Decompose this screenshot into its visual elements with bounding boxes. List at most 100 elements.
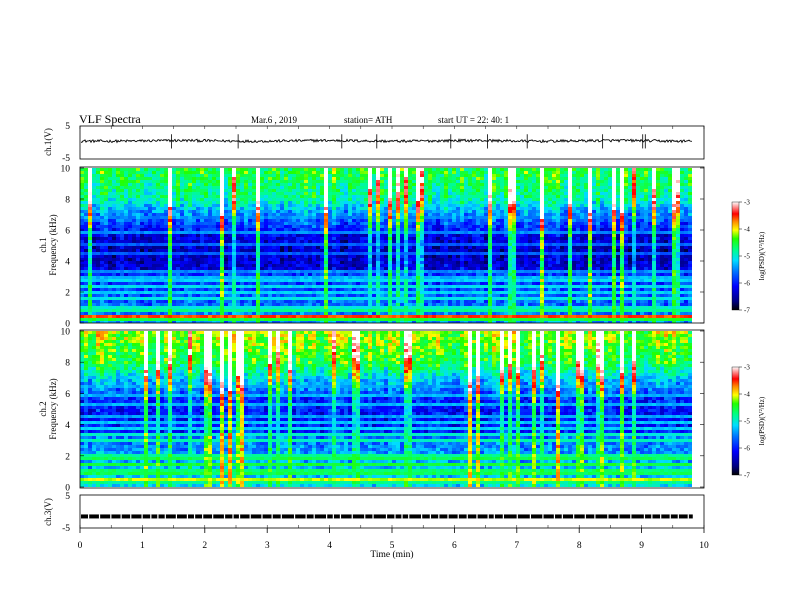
spectrogram-cell bbox=[232, 261, 237, 265]
spectrogram-cell bbox=[160, 240, 165, 244]
spectrogram-cell bbox=[684, 192, 689, 196]
spectrogram-cell bbox=[196, 177, 201, 181]
spectrogram-cell bbox=[636, 168, 641, 172]
spectrogram-cell bbox=[308, 195, 313, 199]
spectrogram-cell bbox=[660, 234, 665, 238]
spectrogram-cell bbox=[224, 216, 229, 220]
spectrogram-cell bbox=[464, 207, 469, 211]
spectrogram-cell bbox=[668, 258, 673, 262]
spectrogram-cell bbox=[588, 213, 593, 217]
spectrogram-cell bbox=[572, 213, 577, 217]
spectrogram-cell bbox=[112, 183, 117, 187]
spectrogram-cell bbox=[356, 198, 361, 202]
spectrogram-cell bbox=[628, 228, 633, 232]
spectrogram-cell bbox=[344, 258, 349, 262]
spectrogram-cell bbox=[184, 228, 189, 232]
spectrogram-cell bbox=[568, 222, 573, 226]
spectrogram-cell bbox=[504, 222, 509, 226]
spectrogram-cell bbox=[92, 174, 97, 178]
spectrogram-cell bbox=[300, 177, 305, 181]
spectrogram-cell bbox=[508, 189, 513, 193]
spectrogram-cell bbox=[544, 180, 549, 184]
spectrogram-cell bbox=[236, 189, 241, 193]
spectrogram-cell bbox=[140, 192, 145, 196]
spectrogram-cell bbox=[524, 177, 529, 181]
spectrogram-cell bbox=[408, 234, 413, 238]
spectrogram-cell bbox=[468, 255, 473, 259]
spectrogram-cell bbox=[116, 195, 121, 199]
spectrogram-cell bbox=[476, 171, 481, 175]
spectrogram-cell bbox=[608, 210, 613, 214]
spectrogram-cell bbox=[544, 231, 549, 235]
spectrogram-cell bbox=[148, 201, 153, 205]
spectrogram-cell bbox=[84, 228, 89, 232]
spectrogram-cell bbox=[376, 192, 381, 196]
spectrogram-cell bbox=[288, 174, 293, 178]
spectrogram-cell bbox=[532, 261, 537, 265]
spectrogram-cell bbox=[116, 192, 121, 196]
spectrogram-cell bbox=[672, 252, 677, 256]
spectrogram-cell bbox=[476, 201, 481, 205]
spectrogram-cell bbox=[624, 183, 629, 187]
spectrogram-cell bbox=[248, 231, 253, 235]
spectrogram-cell bbox=[308, 219, 313, 223]
spectrogram-cell bbox=[592, 261, 597, 265]
spectrogram-cell bbox=[188, 261, 193, 265]
spectrogram-cell bbox=[568, 204, 573, 208]
spectrogram-cell bbox=[104, 210, 109, 214]
spectrogram-cell bbox=[172, 228, 177, 232]
spectrogram-cell bbox=[440, 258, 445, 262]
spectrogram-cell bbox=[496, 177, 501, 181]
spectrogram-cell bbox=[680, 201, 685, 205]
spectrogram-cell bbox=[204, 171, 209, 175]
spectrogram-cell bbox=[476, 237, 481, 241]
spectrogram-cell bbox=[672, 177, 677, 181]
spectrogram-cell bbox=[272, 180, 277, 184]
spectrogram-cell bbox=[376, 171, 381, 175]
spectrogram-cell bbox=[516, 204, 521, 208]
spectrogram-cell bbox=[496, 168, 501, 172]
spectrogram-cell bbox=[180, 171, 185, 175]
spectrogram-cell bbox=[420, 255, 425, 259]
spectrogram-cell bbox=[556, 174, 561, 178]
spectrogram-cell bbox=[364, 192, 369, 196]
spectrogram-cell bbox=[124, 180, 129, 184]
spectrogram-cell bbox=[396, 225, 401, 229]
spectrogram-cell bbox=[564, 258, 569, 262]
spectrogram-cell bbox=[188, 231, 193, 235]
spectrogram-cell bbox=[408, 246, 413, 250]
spectrogram-cell bbox=[180, 225, 185, 229]
spectrogram-cell bbox=[644, 192, 649, 196]
spectrogram-cell bbox=[340, 186, 345, 190]
spectrogram-cell bbox=[268, 222, 273, 226]
spectrogram-cell bbox=[312, 228, 317, 232]
spectrogram-cell bbox=[640, 234, 645, 238]
spectrogram-cell bbox=[144, 198, 149, 202]
spectrogram-cell bbox=[384, 207, 389, 211]
spectrogram-cell bbox=[156, 168, 161, 172]
spectrogram-cell bbox=[336, 219, 341, 223]
spectrogram-cell bbox=[548, 243, 553, 247]
spectrogram-cell bbox=[84, 261, 89, 265]
spectrogram-cell bbox=[132, 231, 137, 235]
spectrogram-cell bbox=[292, 189, 297, 193]
spectrogram-cell bbox=[372, 255, 377, 259]
spectrogram-cell bbox=[660, 225, 665, 229]
spectrogram-cell bbox=[196, 249, 201, 253]
spectrogram-cell bbox=[444, 222, 449, 226]
spectrogram-cell bbox=[312, 252, 317, 256]
spectrogram-cell bbox=[128, 216, 133, 220]
spectrogram-cell bbox=[544, 219, 549, 223]
spectrogram-cell bbox=[360, 177, 365, 181]
spectrogram-cell bbox=[216, 252, 221, 256]
spectrogram-cell bbox=[188, 204, 193, 208]
spectrogram-cell bbox=[128, 243, 133, 247]
spectrogram-cell bbox=[140, 210, 145, 214]
spectrogram-cell bbox=[136, 252, 141, 256]
spectrogram-cell bbox=[368, 219, 373, 223]
spectrogram-cell bbox=[172, 195, 177, 199]
spectrogram-cell bbox=[248, 252, 253, 256]
spectrogram-cell bbox=[288, 219, 293, 223]
spectrogram-cell bbox=[460, 180, 465, 184]
spectrogram-cell bbox=[468, 177, 473, 181]
